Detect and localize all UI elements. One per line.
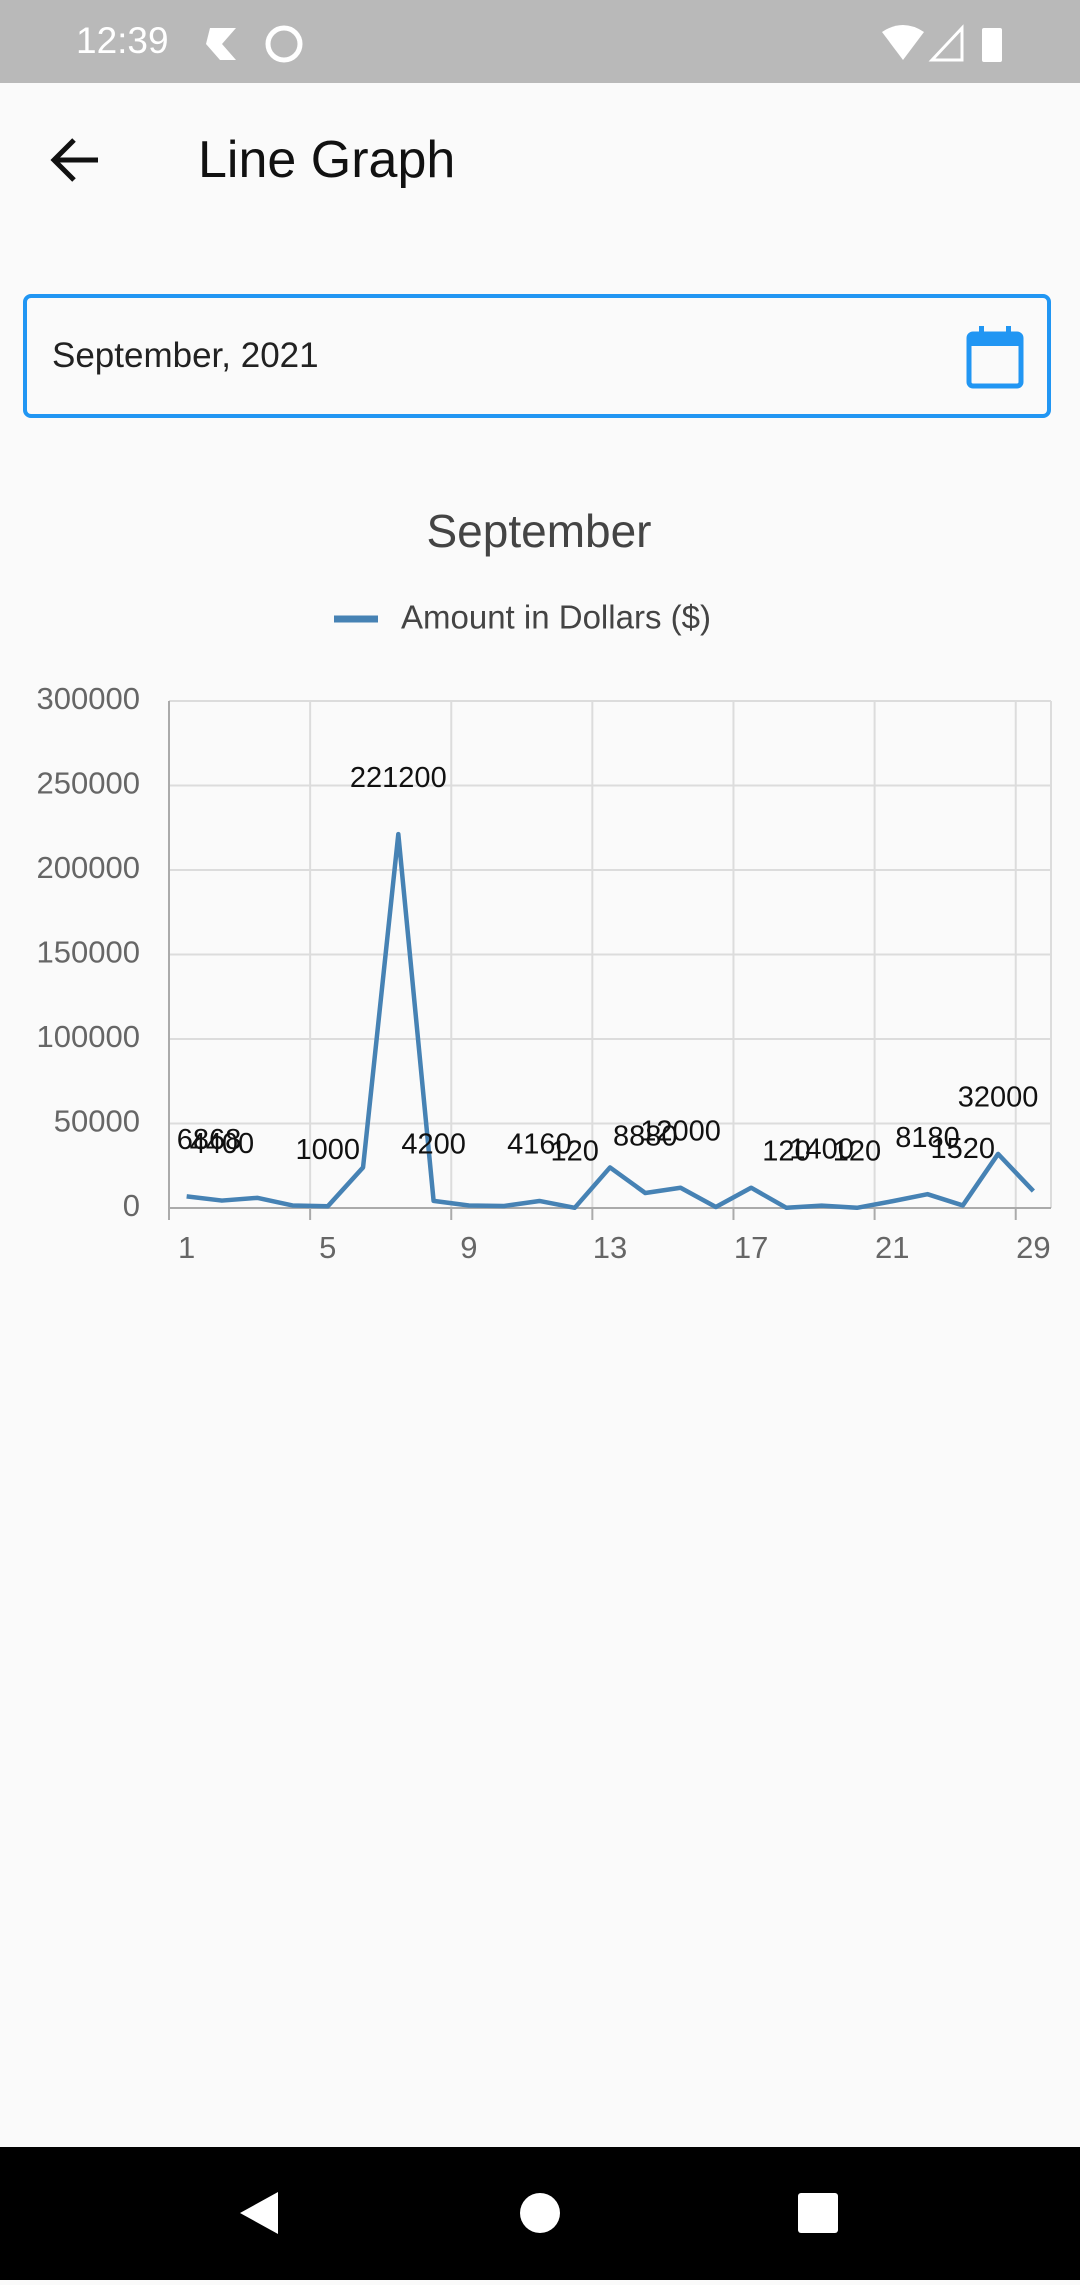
- data-label: 8880: [613, 1121, 678, 1153]
- y-tick-label: 0: [123, 1188, 140, 1223]
- back-button[interactable]: [36, 120, 116, 200]
- back-arrow: [50, 138, 98, 182]
- data-label: 32000: [958, 1082, 1039, 1114]
- calendar-icon[interactable]: [965, 326, 1025, 390]
- date-text: September, 2021: [52, 336, 319, 375]
- nav-recents[interactable]: [798, 2193, 838, 2233]
- data-label: 4160: [507, 1129, 572, 1161]
- wifi-icon: [882, 25, 924, 60]
- y-tick-label: 200000: [37, 850, 140, 885]
- y-tick-label: 250000: [37, 766, 140, 801]
- data-label: 120: [551, 1135, 599, 1167]
- app-bar-title: Line Graph: [198, 131, 456, 189]
- y-tick-label: 50000: [54, 1104, 140, 1139]
- x-tick-label: 17: [734, 1230, 768, 1265]
- status-icons: [206, 24, 1002, 63]
- line: [186, 831, 1035, 1211]
- data-label: 120: [833, 1135, 881, 1167]
- data-label: 221200: [350, 762, 447, 794]
- app-icon: [206, 28, 236, 60]
- data-label: 1520: [931, 1133, 996, 1165]
- data-label: 12000: [640, 1115, 721, 1147]
- x-tick-label: 9: [460, 1230, 477, 1265]
- chart: September Amount in Dollars ($) 0 50000 100…: [37, 505, 1052, 1265]
- sync-icon: [265, 25, 303, 63]
- navigation-bar: [0, 2147, 1080, 2280]
- x-tick-label: 29: [1016, 1230, 1050, 1265]
- chart-title: September: [426, 505, 651, 557]
- data-label: 8180: [895, 1122, 960, 1154]
- data-label: 6868: [177, 1124, 242, 1156]
- signal-icon: [928, 24, 964, 62]
- date-field[interactable]: September, 2021: [23, 294, 1051, 418]
- status-bar: 12:39: [0, 0, 1080, 83]
- x-tick-label: 5: [319, 1230, 336, 1265]
- data-label: 120: [762, 1135, 810, 1167]
- data-label: 1000: [296, 1134, 361, 1166]
- data-label: 1400: [789, 1133, 854, 1165]
- nav-back[interactable]: [240, 2192, 278, 2234]
- y-tick-label: 100000: [37, 1019, 140, 1054]
- data-label: 4200: [401, 1129, 466, 1161]
- data-label: 4400: [190, 1128, 255, 1160]
- legend-label: Amount in Dollars ($): [401, 599, 711, 636]
- calendar-ring: [979, 326, 984, 338]
- nav-home[interactable]: [520, 2193, 560, 2233]
- clock: 12:39: [76, 20, 169, 61]
- x-tick-label: 1: [178, 1230, 195, 1265]
- y-tick-label: 150000: [37, 935, 140, 970]
- calendar-ring: [1006, 326, 1011, 338]
- x-tick-label: 21: [875, 1230, 909, 1265]
- calendar-top: [969, 334, 1021, 346]
- y-tick-label: 300000: [37, 681, 140, 716]
- battery-icon: [982, 28, 1002, 62]
- x-tick-label: 13: [593, 1230, 627, 1265]
- nav-icons: [240, 2192, 838, 2234]
